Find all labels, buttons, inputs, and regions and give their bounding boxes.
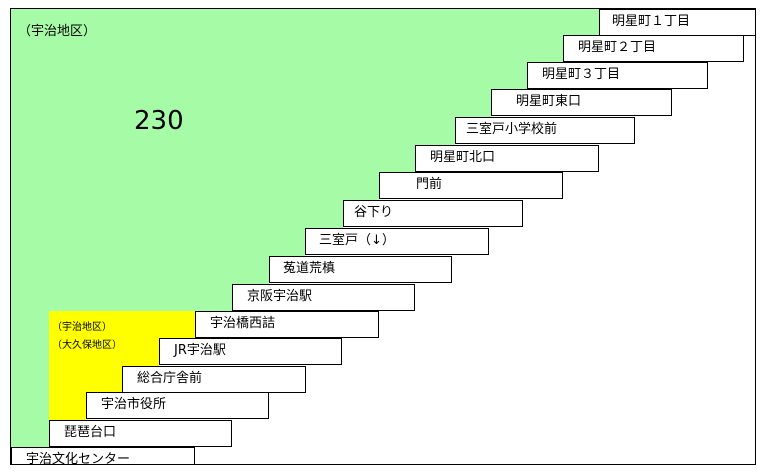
bus-stop-label: 総合庁舎前 bbox=[137, 371, 203, 386]
bus-stop-box: JR宇治駅 bbox=[159, 338, 342, 365]
bus-stop-label: 明星町３丁目 bbox=[542, 67, 621, 82]
uji-area-label: （宇治地区） bbox=[18, 24, 97, 39]
bus-stop-label: 宇治橋西詰 bbox=[210, 316, 276, 331]
bus-stop-box: 門前 bbox=[379, 172, 563, 199]
bus-stop-label: 三室戸小学校前 bbox=[466, 122, 558, 137]
bus-stop-box: 明星町２丁目 bbox=[563, 35, 744, 62]
bus-stop-box: 谷下り bbox=[343, 200, 523, 227]
bus-stop-label: 谷下り bbox=[354, 205, 394, 220]
bus-stop-box: 宇治市役所 bbox=[86, 392, 269, 419]
bus-stop-box: 明星町３丁目 bbox=[527, 62, 708, 89]
bus-stop-label: 明星町２丁目 bbox=[578, 40, 657, 55]
bus-stop-label: 菟道荒槙 bbox=[283, 261, 336, 276]
bus-stop-box: 宇治橋西詰 bbox=[195, 311, 379, 338]
bus-stop-label: 門前 bbox=[416, 177, 443, 192]
bus-stop-label: 三室戸（↓） bbox=[319, 233, 395, 248]
okubo-zone-area bbox=[49, 311, 195, 420]
uji-small-area-label: （宇治地区） bbox=[52, 322, 112, 333]
bus-stop-box: 琵琶台口 bbox=[49, 420, 232, 447]
bus-stop-label: 明星町北口 bbox=[430, 150, 496, 165]
bus-stop-label: 宇治市役所 bbox=[101, 397, 167, 412]
bus-stop-box: 三室戸小学校前 bbox=[455, 117, 635, 144]
bus-stop-box: 明星町北口 bbox=[415, 145, 599, 172]
bus-stop-label: 琵琶台口 bbox=[64, 425, 117, 440]
bus-stop-box: 宇治文化センター bbox=[11, 447, 195, 467]
bus-stop-box: 京阪宇治駅 bbox=[232, 284, 415, 311]
bus-stop-box: 総合庁舎前 bbox=[122, 366, 306, 393]
bus-stop-label: JR宇治駅 bbox=[174, 343, 226, 358]
bus-stop-box: 三室戸（↓） bbox=[305, 228, 489, 255]
bus-stop-label: 明星町東口 bbox=[516, 94, 582, 109]
bus-stop-box: 菟道荒槙 bbox=[269, 256, 452, 283]
route-number: 230 bbox=[134, 106, 184, 136]
okubo-small-area-label: （大久保地区） bbox=[52, 340, 122, 351]
bus-stop-box: 明星町１丁目 bbox=[599, 9, 756, 36]
bus-stop-label: 宇治文化センター bbox=[26, 452, 131, 467]
bus-stop-label: 明星町１丁目 bbox=[612, 14, 691, 29]
bus-stop-label: 京阪宇治駅 bbox=[247, 289, 313, 304]
bus-stop-box: 明星町東口 bbox=[491, 89, 672, 116]
